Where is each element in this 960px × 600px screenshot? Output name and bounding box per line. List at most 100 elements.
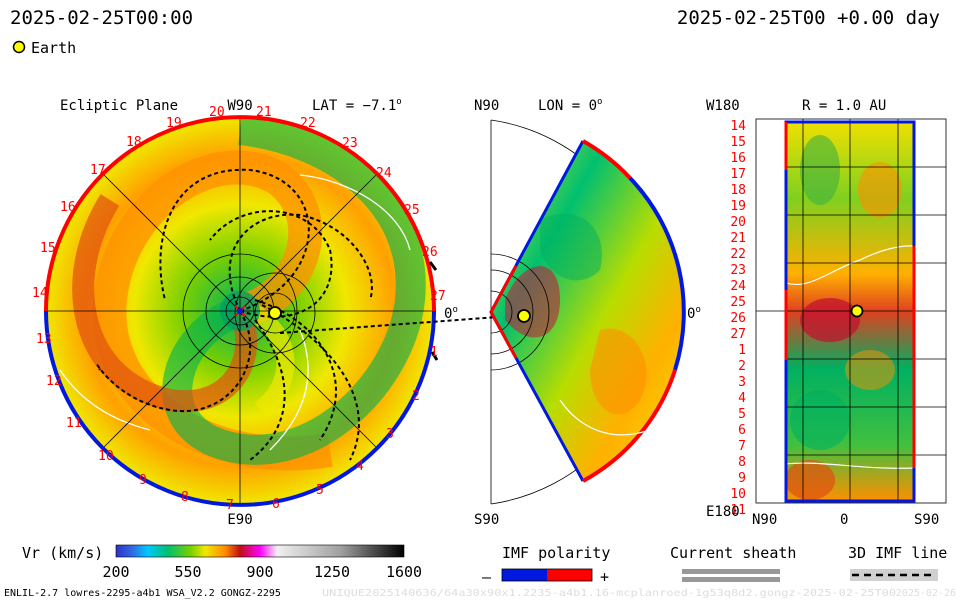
radial-axis-s90: S90 bbox=[914, 512, 939, 528]
radial-axis-n90: N90 bbox=[752, 512, 777, 528]
sector-label: 11 bbox=[66, 416, 82, 431]
earth-marker-ecliptic bbox=[268, 306, 282, 320]
current-sheath-legend: Current sheath bbox=[670, 544, 796, 582]
meridional-panel: N90 LON = 0o 0o S90 bbox=[474, 97, 701, 528]
sector-label: 8 bbox=[181, 490, 189, 505]
ecliptic-boundary-negative bbox=[44, 310, 436, 507]
row-label: 22 bbox=[730, 247, 746, 262]
ecliptic-top-label: W90 bbox=[227, 98, 252, 114]
imf-line-legend: 3D IMF line bbox=[848, 544, 947, 581]
lat-label: LAT = −7.1o bbox=[312, 97, 402, 114]
colorbar-tick: 1250 bbox=[314, 563, 350, 581]
row-label: 10 bbox=[730, 487, 746, 502]
row-label: 9 bbox=[738, 471, 746, 486]
row-label: 2 bbox=[738, 359, 746, 374]
sector-label: 16 bbox=[60, 200, 76, 215]
radial-axis-zero: 0 bbox=[840, 512, 848, 528]
sector-label: 25 bbox=[404, 203, 420, 218]
colorbar-tick: 900 bbox=[246, 563, 273, 581]
sector-label: 13 bbox=[36, 332, 52, 347]
colorbar-tick: 200 bbox=[102, 563, 129, 581]
row-label: 1 bbox=[738, 343, 746, 358]
sector-label: 1 bbox=[430, 345, 438, 360]
footer-right: 2025-02-26 bbox=[896, 588, 956, 599]
row-label: 17 bbox=[730, 167, 746, 182]
colorbar: Vr (km/s) 200 550 900 1250 1600 bbox=[22, 544, 422, 581]
ecliptic-sheath-lines bbox=[59, 174, 411, 451]
row-label: 18 bbox=[730, 183, 746, 198]
date-right: 2025-02-25T00 +0.00 day bbox=[677, 7, 940, 29]
footer-center: UNIQUE2025140636/64a30x90x1.2235-a4b1.16… bbox=[322, 588, 896, 599]
row-label: 24 bbox=[730, 279, 746, 294]
sun-center bbox=[237, 308, 243, 314]
sector-label: 17 bbox=[90, 163, 106, 178]
sector-label: 27 bbox=[430, 289, 446, 304]
meridional-right-label: 0o bbox=[687, 305, 701, 322]
meridional-top-label: N90 bbox=[474, 98, 499, 114]
earth-legend-label: Earth bbox=[31, 39, 76, 57]
radial-title: R = 1.0 AU bbox=[802, 98, 886, 114]
imf-polarity-plus: + bbox=[600, 568, 609, 586]
colorbar-tick: 1600 bbox=[386, 563, 422, 581]
colorbar-label: Vr (km/s) bbox=[22, 544, 103, 562]
sector-label: 21 bbox=[256, 105, 272, 120]
sector-label: 22 bbox=[300, 116, 316, 131]
meridional-bottom-label: S90 bbox=[474, 512, 499, 528]
sector-label: 26 bbox=[422, 245, 438, 260]
sector-label: 23 bbox=[342, 136, 358, 151]
sector-label: 9 bbox=[139, 473, 147, 488]
radial-top-left-label: W180 bbox=[706, 98, 740, 114]
sector-label: 19 bbox=[166, 116, 182, 131]
ecliptic-bottom-label: E90 bbox=[227, 512, 252, 528]
row-label: 15 bbox=[730, 135, 746, 150]
sector-label: 14 bbox=[32, 286, 48, 301]
current-sheath-swatch bbox=[682, 569, 780, 574]
sector-label: 3 bbox=[386, 427, 394, 442]
sector-label: 10 bbox=[98, 449, 114, 464]
row-label: 27 bbox=[730, 327, 746, 342]
row-label: 3 bbox=[738, 375, 746, 390]
colorbar-scale bbox=[115, 544, 405, 558]
imf-line-label: 3D IMF line bbox=[848, 544, 947, 562]
imf-positive-swatch bbox=[547, 569, 592, 581]
current-sheath-label: Current sheath bbox=[670, 544, 796, 562]
sector-label: 15 bbox=[40, 241, 56, 256]
imf-polarity-minus: – bbox=[482, 568, 492, 586]
row-label: 19 bbox=[730, 199, 746, 214]
sector-label: 5 bbox=[316, 483, 324, 498]
row-label: 11 bbox=[730, 503, 746, 518]
sector-label: 6 bbox=[272, 497, 280, 512]
ecliptic-panel: Ecliptic Plane W90 LAT = −7.1o bbox=[32, 97, 458, 528]
ecliptic-spirals bbox=[72, 117, 426, 471]
sector-label: 24 bbox=[376, 166, 392, 181]
earth-marker-meridional bbox=[517, 309, 531, 323]
ecliptic-right-label: 0o bbox=[444, 305, 458, 322]
sector-label: 7 bbox=[226, 498, 234, 513]
row-label: 5 bbox=[738, 407, 746, 422]
date-left: 2025-02-25T00:00 bbox=[10, 7, 193, 29]
ecliptic-sector-labels: 1 2 3 4 5 6 7 8 9 10 11 12 13 14 15 16 1… bbox=[32, 105, 446, 513]
panel-connector-line bbox=[279, 315, 513, 334]
ecliptic-title: Ecliptic Plane bbox=[60, 98, 178, 114]
earth-marker-radial bbox=[850, 304, 864, 318]
row-label: 16 bbox=[730, 151, 746, 166]
row-label: 21 bbox=[730, 231, 746, 246]
row-label: 6 bbox=[738, 423, 746, 438]
imf-polarity-legend: IMF polarity – + bbox=[482, 544, 610, 586]
radial-panel: W180 R = 1.0 AU bbox=[706, 98, 947, 528]
imf-negative-swatch bbox=[502, 569, 547, 581]
row-label: 23 bbox=[730, 263, 746, 278]
lon-label: LON = 0o bbox=[538, 97, 602, 114]
row-label: 8 bbox=[738, 455, 746, 470]
imf-polarity-label: IMF polarity bbox=[502, 544, 610, 562]
sector-label: 12 bbox=[46, 374, 62, 389]
sector-label: 2 bbox=[412, 389, 420, 404]
row-label: 14 bbox=[730, 119, 746, 134]
sector-label: 4 bbox=[356, 459, 364, 474]
footer-left: ENLIL-2.7 lowres-2295-a4b1 WSA_V2.2 GONG… bbox=[4, 588, 281, 599]
sector-label: 20 bbox=[209, 105, 225, 120]
row-label: 25 bbox=[730, 295, 746, 310]
row-label: 7 bbox=[738, 439, 746, 454]
row-label: 4 bbox=[738, 391, 746, 406]
